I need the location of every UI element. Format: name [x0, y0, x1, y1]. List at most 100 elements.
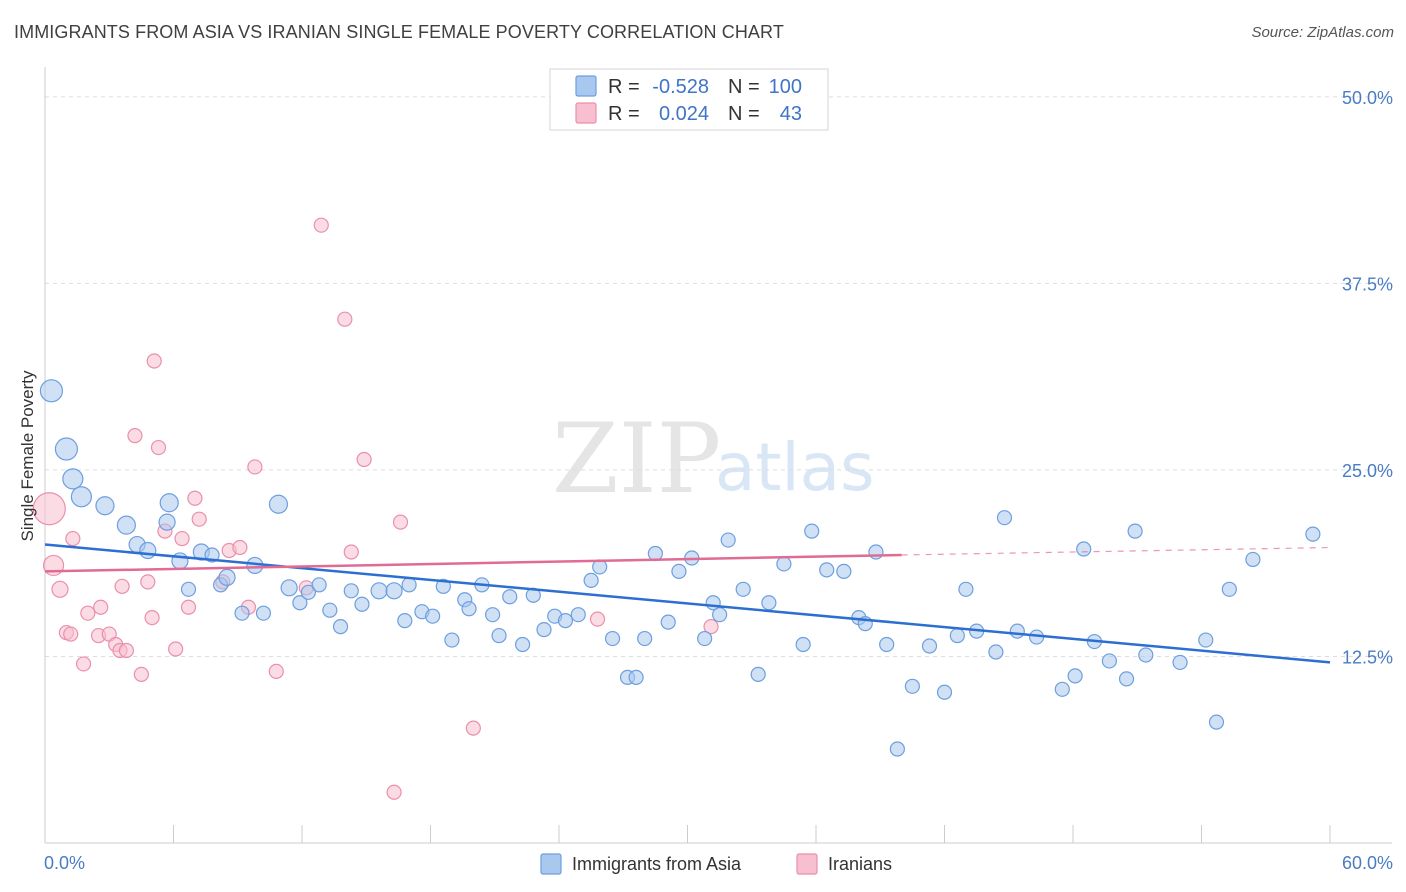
- asia-point: [735, 581, 751, 597]
- iranians-point: [144, 610, 160, 626]
- asia-point: [776, 556, 792, 572]
- asia-point: [435, 578, 451, 594]
- asia-point: [949, 627, 965, 644]
- asia-point: [819, 562, 835, 578]
- asia-point: [795, 636, 811, 653]
- asia-point: [255, 605, 272, 621]
- iranians-point: [118, 642, 134, 659]
- series-legend-swatch-asia: [540, 853, 562, 875]
- asia-point: [988, 644, 1004, 660]
- asia-point: [570, 607, 586, 623]
- asia-point: [502, 589, 518, 605]
- asia-point: [583, 572, 599, 588]
- asia-trend-line: [44, 543, 1331, 664]
- x-tick-label-min: 0.0%: [44, 853, 85, 873]
- iranians-point: [63, 626, 79, 642]
- asia-point: [958, 581, 974, 597]
- asia-point: [1221, 581, 1237, 597]
- watermark-zip: ZIP: [552, 403, 721, 515]
- source-label: Source: ZipAtlas.com: [1251, 24, 1394, 41]
- asia-point: [868, 544, 884, 560]
- asia-point: [268, 494, 289, 514]
- iranians-point: [127, 428, 143, 444]
- asia-point: [1138, 647, 1154, 663]
- iranians-point: [150, 439, 167, 456]
- asia-point: [1127, 523, 1143, 539]
- asia-point: [904, 678, 920, 694]
- asia-point: [1198, 632, 1214, 648]
- asia-point: [996, 510, 1013, 526]
- iranians-point: [313, 217, 329, 233]
- asia-point: [461, 601, 477, 617]
- iranians-point: [337, 311, 353, 327]
- asia-point: [697, 630, 713, 647]
- asia-point: [444, 632, 460, 648]
- asia-point: [343, 583, 359, 599]
- iranians-point: [247, 459, 263, 475]
- iranians-point: [146, 353, 162, 369]
- asia-point: [879, 636, 895, 653]
- iranians-point: [187, 490, 203, 506]
- legend-n-value-asia: 100: [769, 76, 802, 98]
- iranians-point: [93, 599, 109, 615]
- asia-point: [1305, 526, 1321, 542]
- asia-point: [139, 541, 157, 560]
- asia-point: [116, 515, 136, 535]
- asia-point: [54, 437, 79, 461]
- y-tick-label: 12.5%: [1342, 647, 1393, 667]
- asia-point: [514, 636, 531, 653]
- asia-point: [671, 563, 687, 580]
- asia-point: [180, 581, 197, 597]
- series-legend-label-iranians: Iranians: [828, 854, 892, 874]
- legend-r-label-asia: R =: [608, 76, 640, 98]
- asia-point: [1067, 668, 1083, 684]
- asia-point: [1245, 551, 1261, 568]
- trend-lines: [44, 543, 1331, 664]
- asia-point: [218, 568, 236, 586]
- iranians-point: [114, 578, 130, 594]
- asia-point: [936, 684, 953, 700]
- asia-point: [300, 584, 317, 600]
- series-legend: Immigrants from Asia Iranians: [540, 853, 892, 875]
- y-axis-label: Single Female Poverty: [18, 370, 37, 542]
- asia-point: [1076, 541, 1092, 557]
- legend-n-label-iranians: N =: [728, 103, 760, 125]
- asia-point: [1172, 654, 1188, 671]
- iranians-point: [191, 511, 207, 527]
- iranians-point: [392, 514, 409, 530]
- y-tick-label: 25.0%: [1342, 461, 1393, 481]
- asia-point: [1208, 714, 1225, 730]
- asia-point: [370, 582, 388, 600]
- iranians-point: [32, 492, 66, 526]
- asia-point: [1101, 653, 1118, 669]
- axis-layer: [44, 67, 1392, 844]
- asia-point: [1009, 623, 1025, 639]
- iranians-point: [465, 720, 481, 736]
- iranians-point: [80, 605, 96, 621]
- asia-point: [750, 666, 766, 682]
- iranians-trend-line: [44, 553, 902, 573]
- series-legend-swatch-iranians: [796, 853, 818, 875]
- asia-point: [311, 577, 327, 593]
- iranians-point: [140, 574, 156, 590]
- iranians-point: [703, 619, 719, 635]
- asia-point: [62, 468, 84, 490]
- legend-r-value-asia: -0.528: [652, 76, 709, 98]
- grid-layer: 12.5% 25.0% 37.5% 50.0%: [45, 88, 1393, 667]
- series-legend-label-asia: Immigrants from Asia: [572, 854, 742, 874]
- asia-point: [485, 607, 501, 623]
- asia-point: [354, 596, 370, 612]
- asia-point: [637, 630, 653, 647]
- asia-point: [425, 608, 441, 624]
- asia-point: [660, 614, 676, 630]
- asia-points: [39, 379, 1321, 757]
- asia-point: [332, 619, 349, 635]
- iranians-point: [232, 539, 248, 556]
- iranians-point: [343, 544, 359, 560]
- asia-point: [70, 486, 93, 508]
- legend-n-value-iranians: 43: [780, 103, 802, 125]
- asia-point: [761, 595, 777, 611]
- correlation-legend: R = -0.528 N = 100 R = 0.024 N = 43: [549, 68, 829, 131]
- legend-swatch-iranians: [575, 102, 597, 124]
- watermark-atlas: atlas: [715, 429, 875, 506]
